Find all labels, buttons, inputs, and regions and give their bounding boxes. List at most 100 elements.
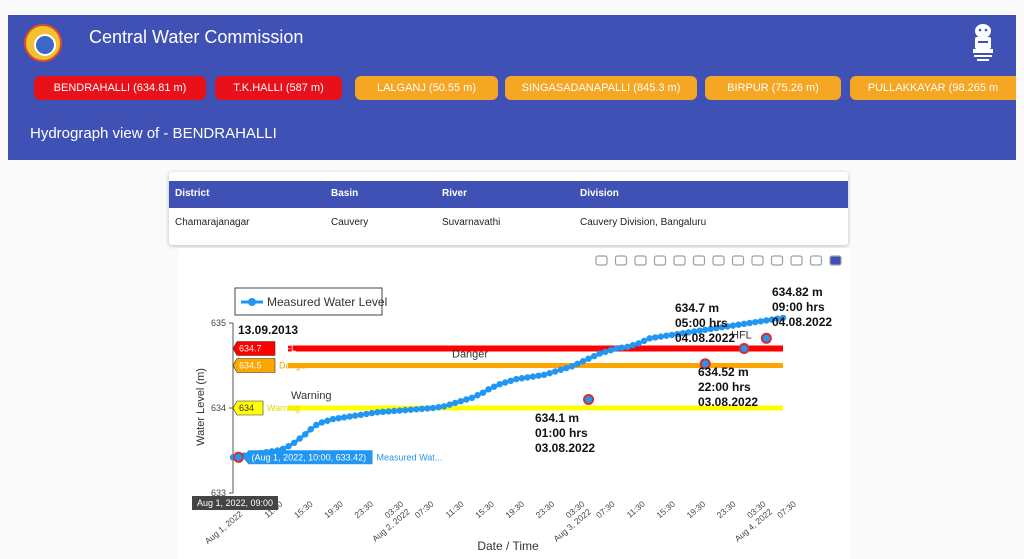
data-point[interactable] [552, 368, 559, 375]
data-point[interactable] [668, 331, 676, 339]
data-point[interactable] [652, 334, 659, 341]
data-point[interactable] [524, 374, 531, 381]
data-point[interactable] [746, 319, 753, 327]
data-point[interactable] [496, 381, 503, 388]
data-point[interactable] [502, 379, 509, 386]
data-point[interactable] [568, 363, 576, 370]
hover-closest-icon[interactable] [790, 255, 803, 266]
box-select-icon[interactable] [653, 255, 667, 266]
data-point[interactable] [446, 401, 453, 408]
zoom-out-icon[interactable] [712, 255, 725, 266]
highlighted-point[interactable] [233, 451, 245, 463]
data-point[interactable] [690, 328, 698, 335]
highlighted-point[interactable] [583, 394, 595, 405]
station-tab-bendrahalli[interactable]: BENDRAHALLI (634.81 m) [34, 76, 206, 100]
data-point[interactable] [657, 333, 664, 340]
data-point[interactable] [363, 410, 370, 418]
data-point[interactable] [307, 426, 314, 433]
reset-axes-icon[interactable] [751, 255, 764, 266]
data-point[interactable] [535, 372, 542, 379]
data-point[interactable] [618, 344, 626, 351]
data-point[interactable] [718, 324, 726, 331]
data-point[interactable] [607, 347, 614, 354]
data-point[interactable] [396, 407, 403, 414]
data-point[interactable] [540, 371, 548, 379]
data-point[interactable] [390, 407, 398, 415]
data-point[interactable] [285, 443, 292, 450]
data-point[interactable] [368, 409, 376, 417]
data-point[interactable] [757, 318, 764, 325]
data-point[interactable] [429, 404, 437, 412]
data-point[interactable] [702, 326, 709, 333]
data-point[interactable] [479, 389, 487, 396]
station-tab-birpur[interactable]: BIRPUR (75.26 m) [705, 76, 841, 100]
data-point[interactable] [779, 314, 787, 322]
data-point[interactable] [329, 415, 337, 423]
data-point[interactable] [457, 398, 464, 405]
data-point[interactable] [613, 345, 620, 352]
data-point[interactable] [346, 413, 353, 420]
data-point[interactable] [707, 325, 714, 333]
highlighted-point[interactable] [760, 332, 772, 344]
data-point[interactable] [463, 396, 470, 403]
hover-compare-icon[interactable] [809, 255, 823, 266]
data-point[interactable] [318, 419, 326, 426]
data-point[interactable] [507, 377, 514, 384]
camera-icon[interactable] [595, 255, 608, 266]
data-point[interactable] [585, 355, 592, 362]
data-point[interactable] [740, 320, 748, 328]
data-point[interactable] [518, 375, 526, 382]
data-point[interactable] [340, 414, 348, 421]
data-point[interactable] [352, 412, 359, 419]
spike-lines-icon[interactable] [770, 255, 784, 266]
data-point[interactable] [357, 411, 364, 418]
data-point[interactable] [302, 431, 309, 438]
autoscale-icon[interactable] [731, 255, 745, 266]
zoom-icon[interactable] [614, 255, 628, 266]
pan-icon[interactable] [634, 255, 647, 266]
legend-label[interactable]: Measured Water Level [267, 295, 387, 309]
data-point[interactable] [590, 352, 598, 360]
data-point[interactable] [640, 337, 648, 345]
data-point[interactable] [324, 417, 331, 424]
data-point[interactable] [563, 364, 570, 372]
station-tab-pullakkayar[interactable]: PULLAKKAYAR (98.265 m [850, 76, 1016, 100]
data-point[interactable] [674, 330, 681, 338]
data-point[interactable] [546, 369, 553, 377]
data-point[interactable] [729, 322, 737, 329]
data-point[interactable] [574, 360, 581, 367]
data-point[interactable] [635, 340, 642, 347]
station-tab-tk-halli[interactable]: T.K.HALLI (587 m) [215, 76, 342, 100]
data-point[interactable] [735, 321, 742, 328]
data-point[interactable] [513, 375, 520, 383]
data-point[interactable] [557, 366, 564, 373]
highlighted-point[interactable] [699, 358, 711, 370]
data-point[interactable] [290, 439, 298, 447]
station-tab-lalganj[interactable]: LALGANJ (50.55 m) [355, 76, 498, 100]
data-point[interactable] [596, 350, 603, 357]
data-point[interactable] [402, 406, 409, 414]
data-point[interactable] [763, 317, 770, 324]
data-point[interactable] [629, 341, 637, 349]
data-point[interactable] [424, 405, 431, 412]
data-point[interactable] [529, 373, 537, 380]
data-point[interactable] [624, 343, 631, 350]
data-point[interactable] [468, 394, 476, 401]
plotly-logo-icon[interactable] [829, 255, 842, 266]
data-point[interactable] [724, 323, 731, 330]
data-point[interactable] [696, 327, 703, 334]
data-point[interactable] [452, 399, 459, 407]
data-point[interactable] [602, 348, 609, 356]
highlighted-point[interactable] [738, 343, 750, 354]
data-point[interactable] [385, 408, 392, 415]
data-point[interactable] [440, 403, 448, 410]
data-point[interactable] [663, 332, 670, 339]
data-point[interactable] [579, 358, 587, 365]
data-point[interactable] [685, 329, 692, 336]
data-point[interactable] [485, 386, 492, 393]
data-point[interactable] [752, 318, 759, 326]
data-point[interactable] [435, 403, 442, 411]
data-point[interactable] [713, 324, 720, 332]
data-point[interactable] [646, 335, 653, 342]
station-tab-singasadanapalli[interactable]: SINGASADANAPALLI (845.3 m) [505, 76, 697, 100]
